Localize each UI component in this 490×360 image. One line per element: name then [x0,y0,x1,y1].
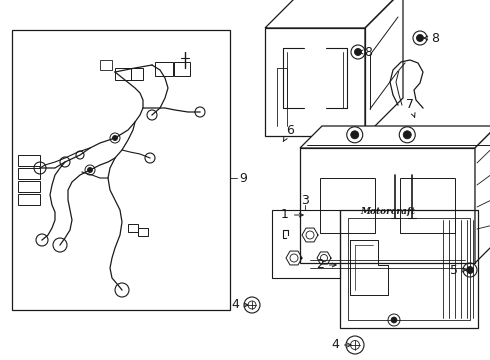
Bar [138,228,148,236]
Text: 7: 7 [406,99,415,117]
Polygon shape [475,126,490,263]
Bar [155,62,173,76]
Bar [320,178,375,233]
Bar [400,178,455,233]
Bar [18,194,40,205]
Bar [272,210,340,278]
Circle shape [88,167,93,172]
Bar [18,155,40,166]
Text: 8: 8 [358,45,372,58]
Bar [340,210,478,328]
Circle shape [466,266,473,274]
Text: 2: 2 [316,258,336,271]
Text: 3: 3 [301,194,309,207]
Bar [265,28,365,136]
Bar [300,148,475,263]
Text: 4: 4 [331,338,351,351]
Circle shape [113,135,118,140]
Bar [115,68,131,80]
Text: 4: 4 [231,298,248,311]
Circle shape [354,49,362,55]
Text: 6: 6 [283,123,294,142]
Bar [131,68,143,80]
Text: 1: 1 [281,208,303,221]
Bar [128,224,138,232]
Circle shape [403,131,411,139]
Bar [18,168,40,179]
Bar [12,30,230,310]
Circle shape [351,131,359,139]
Bar [348,218,470,320]
Circle shape [391,317,397,323]
Bar [100,60,112,70]
Text: Motorcraft: Motorcraft [360,207,415,216]
Bar [18,181,40,192]
Bar [174,62,190,76]
Text: 5: 5 [450,264,466,276]
Text: 9: 9 [239,171,247,184]
Circle shape [416,35,423,41]
Polygon shape [300,126,490,148]
Text: 8: 8 [424,31,439,45]
